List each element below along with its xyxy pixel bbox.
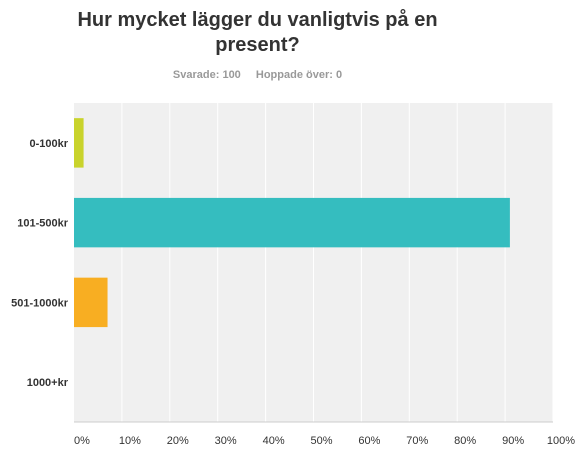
bar <box>74 277 108 328</box>
skipped-count: Hoppade över: 0 <box>255 69 343 81</box>
answered-count: Svarade: 100 <box>172 69 241 81</box>
x-tick-label: 50% <box>310 435 332 447</box>
chart-title-line-1: Hur mycket lägger du vanligtvis på en <box>77 9 438 31</box>
x-tick-label: 100% <box>547 435 575 447</box>
chart-title-line-2: present? <box>215 34 300 56</box>
category-label: 1000+kr <box>27 377 69 389</box>
x-tick-label: 30% <box>215 435 237 447</box>
category-label: 0-100kr <box>29 138 68 150</box>
x-tick-label: 10% <box>119 435 141 447</box>
x-tick-label: 20% <box>167 435 189 447</box>
x-tick-label: 70% <box>406 435 428 447</box>
bar <box>74 118 84 168</box>
chart-title: Hur mycket lägger du vanligtvis på en pr… <box>0 8 515 58</box>
x-tick-label: 90% <box>502 435 524 447</box>
category-label: 101-500kr <box>17 218 68 230</box>
category-label: 501-1000kr <box>11 297 69 309</box>
response-stats: Svarade: 100 Hoppade över: 0 <box>0 69 515 81</box>
x-tick-label: 60% <box>358 435 380 447</box>
x-tick-label: 80% <box>454 435 476 447</box>
bar <box>74 197 510 248</box>
x-tick-label: 40% <box>263 435 285 447</box>
x-tick-label: 0% <box>74 435 90 447</box>
